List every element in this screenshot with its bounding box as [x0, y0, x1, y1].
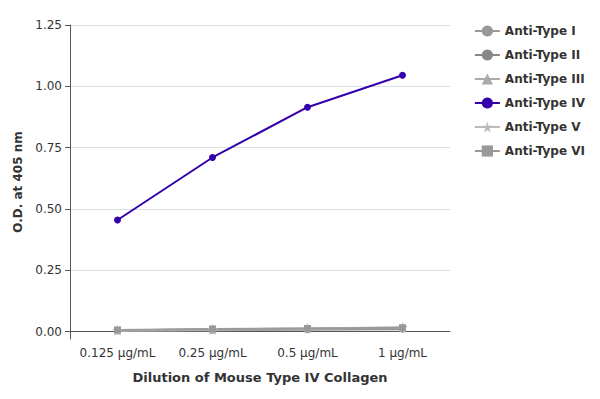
- svg-text:1.25: 1.25: [35, 18, 62, 32]
- svg-text:0.5 μg/mL: 0.5 μg/mL: [277, 346, 338, 360]
- svg-text:0.00: 0.00: [35, 325, 62, 339]
- svg-text:Anti-Type V: Anti-Type V: [505, 120, 581, 134]
- svg-text:O.D. at 405 nm: O.D. at 405 nm: [11, 131, 25, 232]
- svg-text:Dilution of Mouse Type IV Coll: Dilution of Mouse Type IV Collagen: [132, 370, 387, 385]
- svg-text:0.50: 0.50: [35, 202, 62, 216]
- svg-text:1 μg/mL: 1 μg/mL: [378, 346, 427, 360]
- svg-text:Anti-Type I: Anti-Type I: [505, 24, 576, 38]
- svg-text:1.00: 1.00: [35, 79, 62, 93]
- svg-text:Anti-Type IV: Anti-Type IV: [505, 96, 586, 110]
- svg-text:0.75: 0.75: [35, 141, 62, 155]
- svg-text:Anti-Type II: Anti-Type II: [505, 48, 580, 62]
- svg-text:0.125 μg/mL: 0.125 μg/mL: [80, 346, 156, 360]
- svg-text:Anti-Type III: Anti-Type III: [505, 72, 585, 86]
- svg-text:0.25: 0.25: [35, 263, 62, 277]
- svg-text:0.25 μg/mL: 0.25 μg/mL: [178, 346, 247, 360]
- svg-text:Anti-Type VI: Anti-Type VI: [505, 144, 585, 158]
